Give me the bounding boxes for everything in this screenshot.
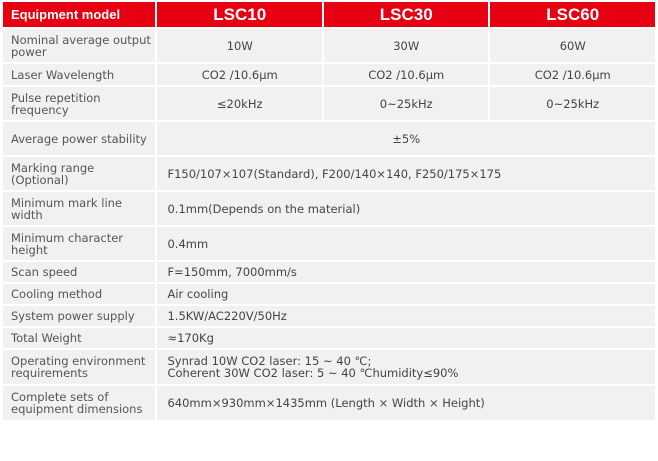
row-marking-range: Marking range (Optional) F150/107×107(St… (3, 157, 655, 190)
row-label: System power supply (3, 306, 156, 326)
row-label: Nominal average output power (3, 29, 156, 62)
header-row: Equipment model LSC10 LSC30 LSC60 (3, 2, 655, 27)
env-line-2: Coherent 30W CO2 laser: 5 ~ 40 ℃humidity… (167, 366, 459, 380)
model-header-lsc10: LSC10 (157, 2, 322, 27)
value-lsc60: 0~25kHz (490, 87, 655, 120)
shared-value: 0.4mm (157, 227, 655, 260)
shared-value: 0.1mm(Depends on the material) (157, 192, 655, 225)
row-label: Pulse repetition frequency (3, 87, 156, 120)
value-lsc10: CO2 /10.6μm (157, 64, 322, 85)
row-label: Laser Wavelength (3, 64, 156, 85)
value-lsc30: 0~25kHz (323, 87, 489, 120)
value-lsc30: 30W (323, 29, 489, 62)
row-label: Scan speed (3, 262, 156, 282)
row-label: Operating environment requirements (3, 350, 156, 384)
row-scan-speed: Scan speed F=150mm, 7000mm/s (3, 262, 655, 282)
shared-value: 1.5KW/AC220V/50Hz (157, 306, 655, 326)
row-label: Minimum mark line width (3, 192, 156, 225)
shared-value: ±5% (157, 122, 655, 155)
row-label: Minimum character height (3, 227, 156, 260)
env-line-1: Synrad 10W CO2 laser: 15 ~ 40 ℃; (167, 354, 372, 368)
row-cooling-method: Cooling method Air cooling (3, 284, 655, 304)
row-label: Marking range (Optional) (3, 157, 156, 190)
value-lsc10: ≤20kHz (157, 87, 322, 120)
equipment-model-header: Equipment model (3, 2, 156, 27)
row-min-char-height: Minimum character height 0.4mm (3, 227, 655, 260)
shared-value: Air cooling (157, 284, 655, 304)
model-header-lsc30: LSC30 (323, 2, 489, 27)
row-label: Cooling method (3, 284, 156, 304)
row-label: Average power stability (3, 122, 156, 155)
shared-value: Synrad 10W CO2 laser: 15 ~ 40 ℃; Coheren… (157, 350, 655, 384)
row-power-supply: System power supply 1.5KW/AC220V/50Hz (3, 306, 655, 326)
shared-value: F=150mm, 7000mm/s (157, 262, 655, 282)
row-power-stability: Average power stability ±5% (3, 122, 655, 155)
row-min-line-width: Minimum mark line width 0.1mm(Depends on… (3, 192, 655, 225)
shared-value: ≈170Kg (157, 328, 655, 348)
row-nominal-power: Nominal average output power 10W 30W 60W (3, 29, 655, 62)
row-operating-environment: Operating environment requirements Synra… (3, 350, 655, 384)
row-total-weight: Total Weight ≈170Kg (3, 328, 655, 348)
row-label: Complete sets of equipment dimensions (3, 386, 156, 420)
row-pulse-frequency: Pulse repetition frequency ≤20kHz 0~25kH… (3, 87, 655, 120)
row-laser-wavelength: Laser Wavelength CO2 /10.6μm CO2 /10.6μm… (3, 64, 655, 85)
value-lsc60: 60W (490, 29, 655, 62)
shared-value: 640mm×930mm×1435mm (Length × Width × Hei… (157, 386, 655, 420)
row-equipment-dimensions: Complete sets of equipment dimensions 64… (3, 386, 655, 420)
row-label: Total Weight (3, 328, 156, 348)
value-lsc30: CO2 /10.6μm (323, 64, 489, 85)
value-lsc10: 10W (157, 29, 322, 62)
model-header-lsc60: LSC60 (490, 2, 655, 27)
spec-table: Equipment model LSC10 LSC30 LSC60 Nomina… (1, 0, 657, 422)
shared-value: F150/107×107(Standard), F200/140×140, F2… (157, 157, 655, 190)
value-lsc60: CO2 /10.6μm (490, 64, 655, 85)
